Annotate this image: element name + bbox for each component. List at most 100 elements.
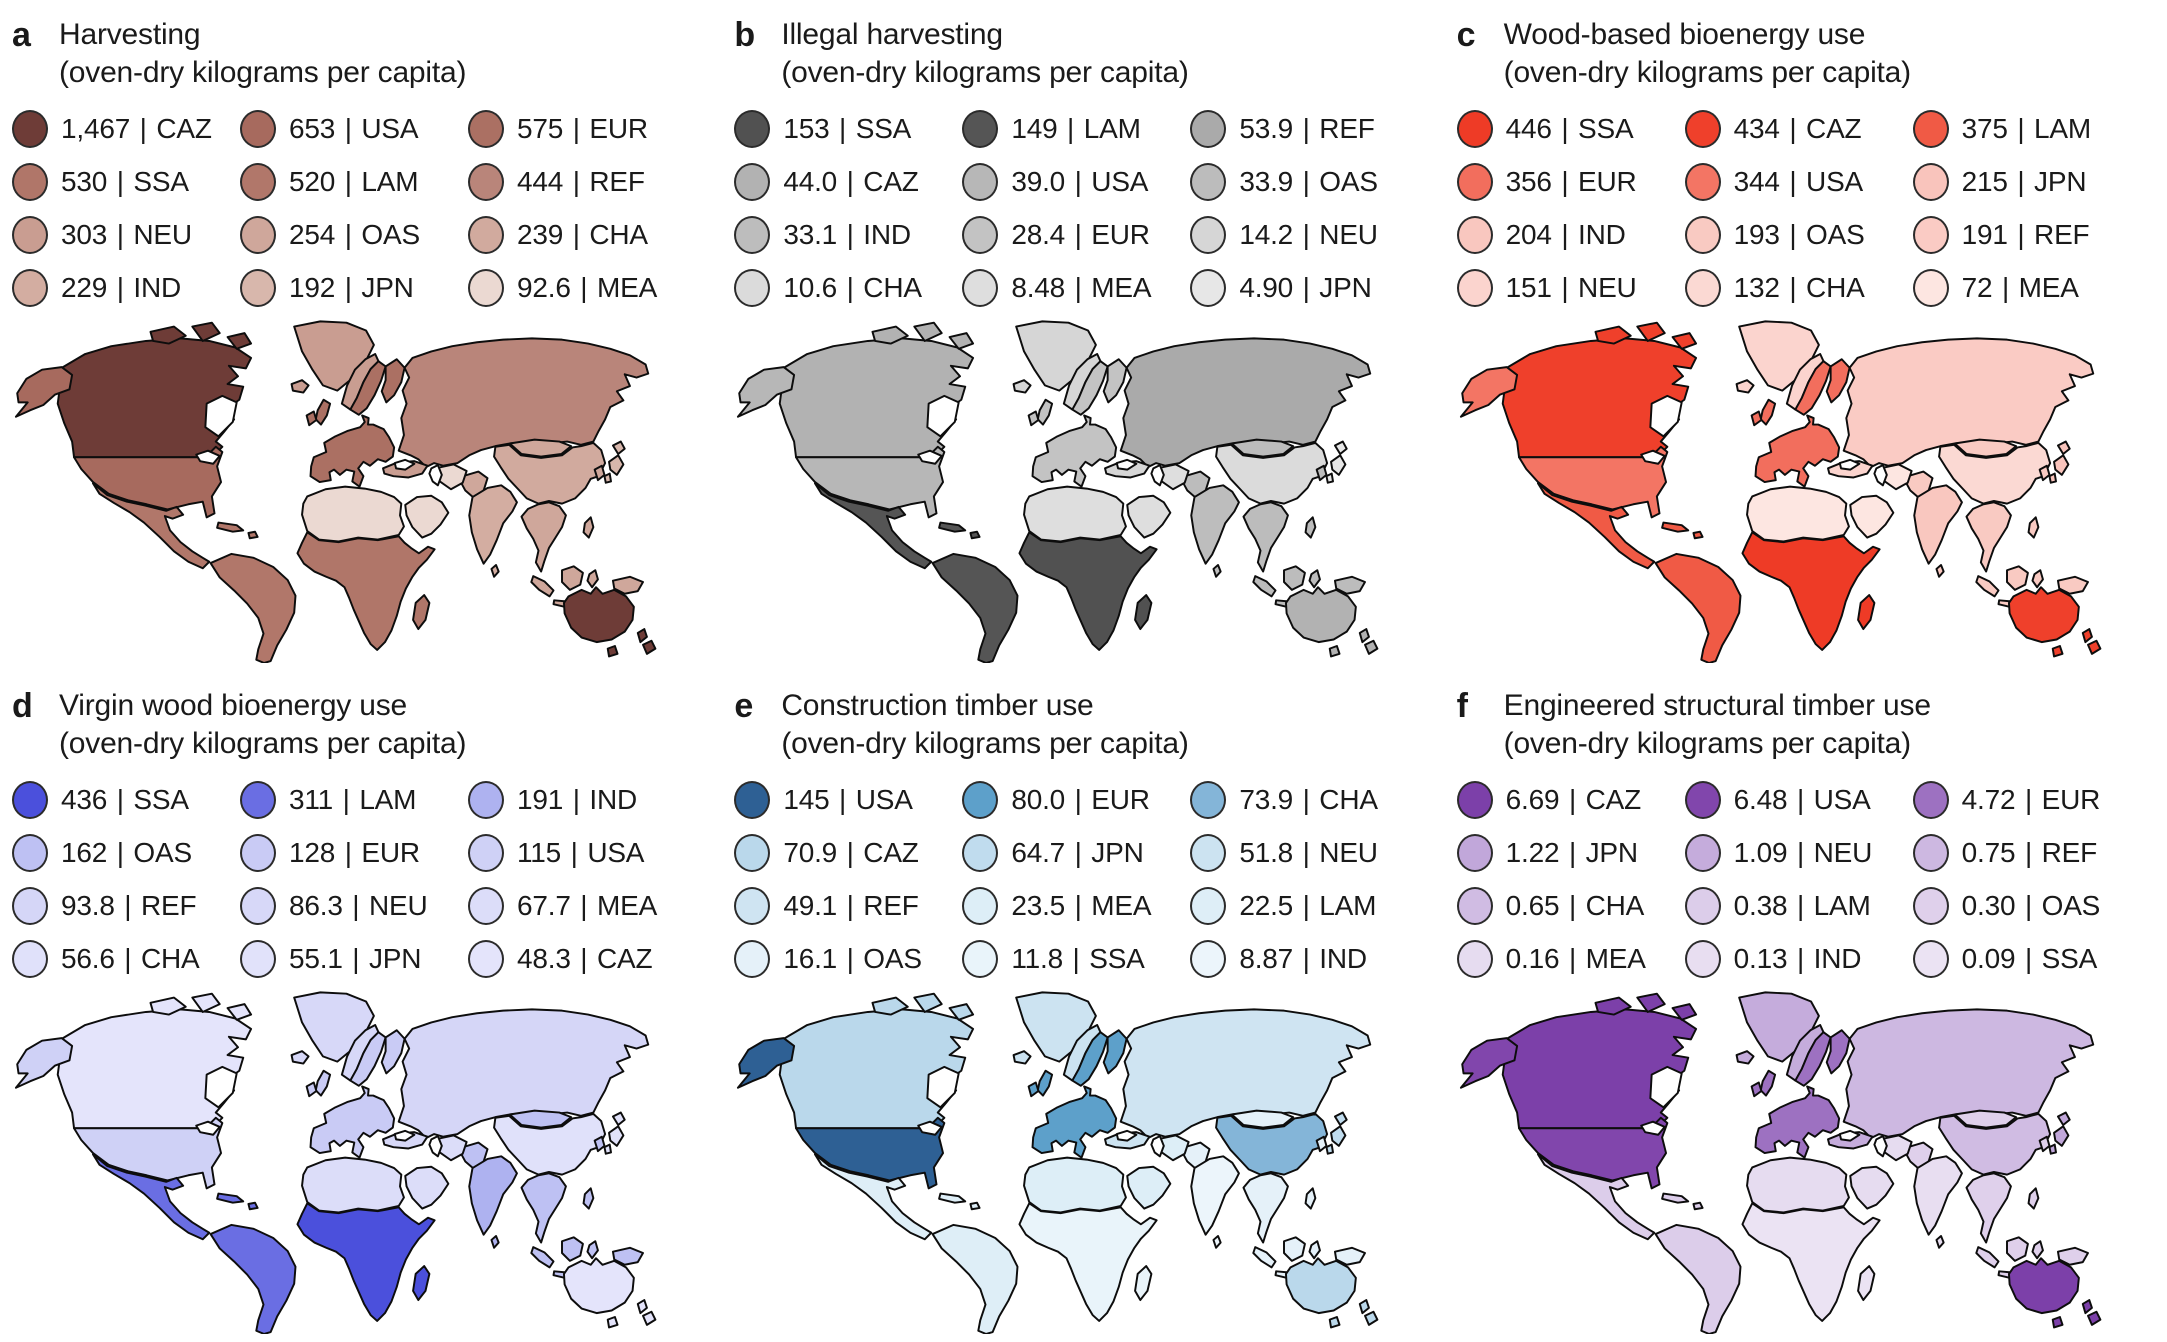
legend-label: 33.1 | IND <box>783 219 911 251</box>
legend-value: 11.8 <box>1011 943 1063 974</box>
legend-color-dot <box>962 781 999 819</box>
panel-letter: f <box>1456 687 1468 725</box>
legend-item: 0.16 | MEA <box>1456 940 1685 978</box>
legend-color-dot <box>1456 887 1493 925</box>
legend-code: OAS <box>2041 890 2101 921</box>
legend-code: USA <box>587 837 645 868</box>
panel-subtitle: (oven-dry kilograms per capita) <box>59 727 467 760</box>
legend-item: 575 | EUR <box>468 110 712 148</box>
legend-item: 93.8 | REF <box>12 887 240 925</box>
legend-value: 191 <box>1961 219 2008 250</box>
legend-code: IND <box>863 219 911 250</box>
legend-code: NEU <box>1813 837 1873 868</box>
legend-label: 229 | IND <box>61 272 181 304</box>
legend-divider: | <box>1789 166 1797 197</box>
legend-color-dot <box>1912 163 1949 201</box>
legend-item: 151 | NEU <box>1456 269 1685 307</box>
legend-item: 1.22 | JPN <box>1456 834 1685 872</box>
legend-color-dot <box>1684 781 1721 819</box>
legend-color-dot <box>962 216 999 254</box>
panel-subtitle: (oven-dry kilograms per capita) <box>59 56 467 89</box>
legend-code: REF <box>140 890 197 921</box>
legend-color-dot <box>1190 110 1227 148</box>
legend-value: 8.48 <box>1011 272 1066 303</box>
legend-label: 0.65 | CHA <box>1506 890 1645 922</box>
legend-value: 128 <box>289 837 336 868</box>
legend-code: OAS <box>1319 166 1378 197</box>
legend-label: 44.0 | CAZ <box>783 166 919 198</box>
legend-divider: | <box>1302 784 1310 815</box>
legend-color-dot <box>240 110 276 148</box>
legend-divider: | <box>580 272 588 303</box>
legend-item: 239 | CHA <box>468 216 712 254</box>
legend-code: CHA <box>589 219 648 250</box>
legend-divider: | <box>344 113 352 144</box>
legend-value: 356 <box>1505 166 1552 197</box>
legend-value: 239 <box>517 219 564 250</box>
legend-color-dot <box>1456 269 1493 307</box>
panel-letter: c <box>1456 16 1476 54</box>
legend-divider: | <box>1561 166 1569 197</box>
map-panel-c: c Wood-based bioenergy use (oven-dry kil… <box>1445 0 2167 671</box>
legend-color-dot <box>1684 163 1721 201</box>
legend-label: 48.3 | CAZ <box>517 943 653 975</box>
legend-item: 33.9 | OAS <box>1190 163 1434 201</box>
legend-value: 434 <box>1733 113 1780 144</box>
legend-value: 0.09 <box>1961 943 2016 974</box>
legend-divider: | <box>1568 784 1577 815</box>
legend-color-dot <box>962 163 999 201</box>
legend-color-dot <box>240 887 276 925</box>
legend-color-dot <box>12 887 48 925</box>
legend-item: 115 | USA <box>468 834 712 872</box>
legend-color-dot <box>1456 216 1493 254</box>
legend-value: 436 <box>61 784 108 815</box>
legend-item: 73.9 | CHA <box>1190 781 1434 819</box>
legend-value: 10.6 <box>783 272 838 303</box>
legend-divider: | <box>124 890 132 921</box>
legend-label: 64.7 | JPN <box>1011 837 1143 869</box>
legend-item: 191 | REF <box>1912 216 2157 254</box>
legend-color-dot <box>962 110 999 148</box>
panel-title: Engineered structural timber use <box>1503 689 1931 722</box>
legend-color-dot <box>1684 110 1721 148</box>
map-panel-b: b Illegal harvesting (oven-dry kilograms… <box>722 0 1444 671</box>
legend-code: USA <box>1091 166 1149 197</box>
legend-item: 67.7 | MEA <box>468 887 712 925</box>
legend-label: 0.16 | MEA <box>1506 943 1646 975</box>
legend-color-dot <box>12 781 48 819</box>
legend-item: 311 | LAM <box>240 781 468 819</box>
legend-divider: | <box>1302 113 1310 144</box>
legend-value: 33.1 <box>783 219 838 250</box>
legend-color-dot <box>1190 216 1227 254</box>
legend-code: REF <box>863 890 919 921</box>
legend-value: 86.3 <box>289 890 343 921</box>
legend-code: NEU <box>1578 272 1637 303</box>
legend-divider: | <box>1074 166 1082 197</box>
legend-divider: | <box>839 784 847 815</box>
legend-color-dot <box>734 781 771 819</box>
world-map <box>1457 307 2161 663</box>
legend-divider: | <box>1568 837 1577 868</box>
legend-color-dot <box>1912 834 1949 872</box>
legend-color-dot <box>1912 216 1949 254</box>
legend-divider: | <box>1074 784 1082 815</box>
legend-value: 653 <box>289 113 336 144</box>
legend-code: CHA <box>140 943 200 974</box>
panel-title-block: Harvesting (oven-dry kilograms per capit… <box>59 16 466 92</box>
legend-color-dot <box>468 834 504 872</box>
legend-divider: | <box>846 837 854 868</box>
legend-color-dot <box>734 216 771 254</box>
legend-divider: | <box>2024 890 2033 921</box>
legend-item: 215 | JPN <box>1912 163 2157 201</box>
legend-color-dot <box>1912 781 1949 819</box>
panel-title-block: Construction timber use (oven-dry kilogr… <box>781 687 1188 763</box>
legend: 446 | SSA 434 | CAZ 375 | LAM 356 | EUR 344 … <box>1456 110 2163 307</box>
legend-item: 39.0 | USA <box>962 163 1190 201</box>
legend-color-dot <box>468 940 504 978</box>
legend-code: CAZ <box>863 166 919 197</box>
legend-label: 6.48 | USA <box>1734 784 1871 816</box>
legend-color-dot <box>240 940 276 978</box>
legend-color-dot <box>1456 110 1493 148</box>
legend-label: 145 | USA <box>783 784 913 816</box>
legend-item: 80.0 | EUR <box>962 781 1190 819</box>
